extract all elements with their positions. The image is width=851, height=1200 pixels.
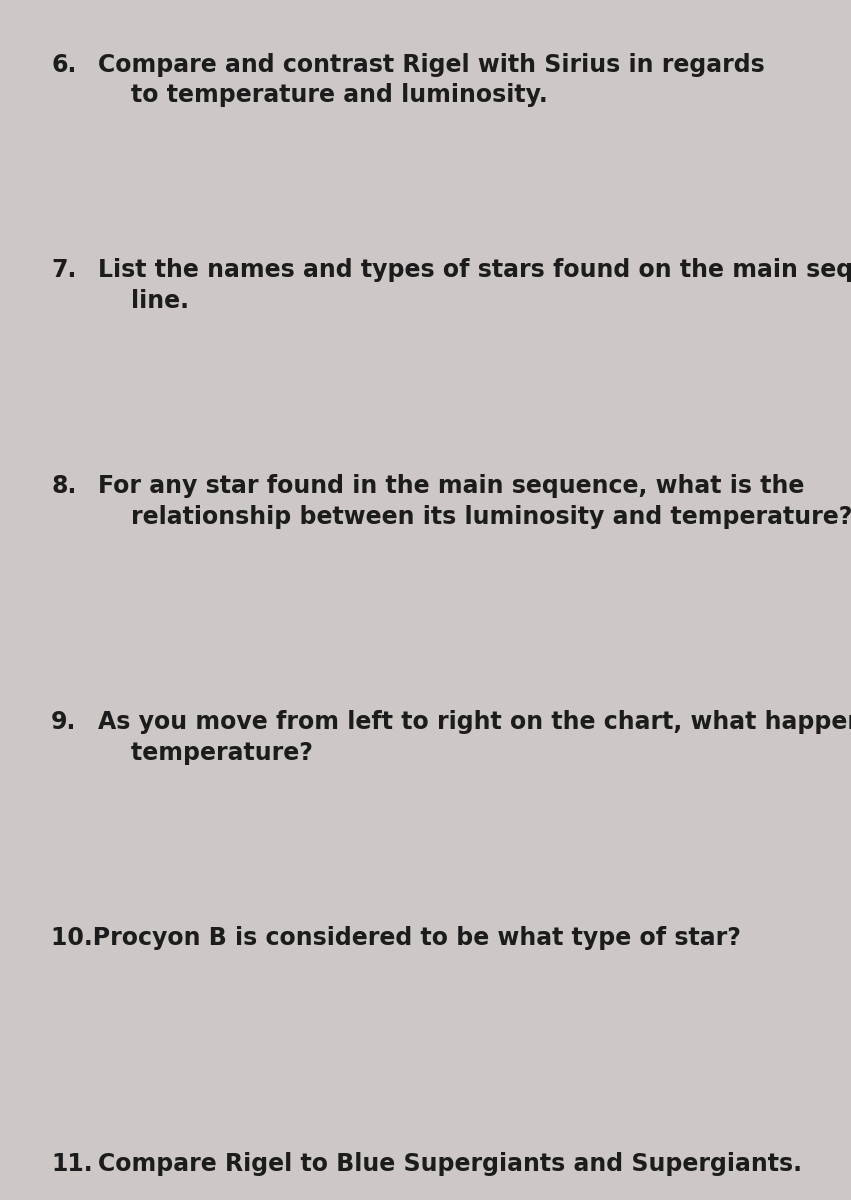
Text: 8.: 8.	[51, 474, 77, 498]
Text: 6.: 6.	[51, 53, 77, 77]
Text: 10.Procyon B is considered to be what type of star?: 10.Procyon B is considered to be what ty…	[51, 926, 741, 950]
Text: 7.: 7.	[51, 258, 77, 282]
Text: As you move from left to right on the chart, what happens to
    temperature?: As you move from left to right on the ch…	[98, 710, 851, 766]
Text: List the names and types of stars found on the main sequence
    line.: List the names and types of stars found …	[98, 258, 851, 313]
Text: Compare Rigel to Blue Supergiants and Supergiants.: Compare Rigel to Blue Supergiants and Su…	[98, 1152, 802, 1176]
Text: 11.: 11.	[51, 1152, 93, 1176]
Text: Compare and contrast Rigel with Sirius in regards
    to temperature and luminos: Compare and contrast Rigel with Sirius i…	[98, 53, 764, 108]
Text: For any star found in the main sequence, what is the
    relationship between it: For any star found in the main sequence,…	[98, 474, 851, 529]
Text: 9.: 9.	[51, 710, 77, 734]
